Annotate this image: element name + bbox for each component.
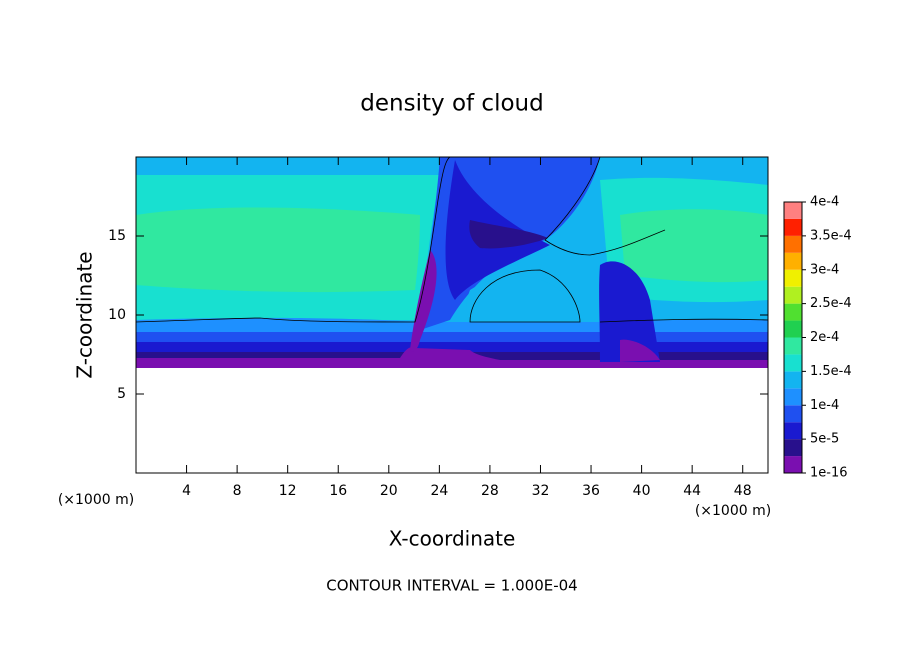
- x-tick-label: 48: [734, 483, 752, 499]
- colorbar-tick-label: 2.5e-4: [810, 296, 852, 311]
- contour-field: [136, 157, 768, 473]
- x-tick-label: 8: [233, 483, 242, 499]
- colorbar-tick-label: 3.5e-4: [810, 228, 852, 243]
- x-tick-label: 28: [481, 483, 499, 499]
- y-unit: (×1000 m): [58, 492, 134, 508]
- contour-line: [469, 269, 581, 323]
- colorbar-band: [784, 269, 802, 287]
- contour-line: [136, 157, 451, 323]
- colorbar-band: [784, 202, 802, 219]
- contour-line: [599, 318, 768, 323]
- colorbar-band: [784, 439, 802, 457]
- contour-band: [136, 347, 768, 368]
- x-tick-label: 40: [633, 483, 651, 499]
- contour-band: [599, 261, 660, 362]
- colorbar-tick-label: 1.5e-4: [810, 364, 852, 379]
- colorbar-band: [784, 388, 802, 406]
- colorbar-band: [784, 303, 802, 321]
- colorbar-band: [784, 218, 802, 236]
- contour-band: [466, 276, 580, 322]
- colorbar-tick-label: 1e-16: [810, 466, 848, 481]
- colorbar-band: [784, 456, 802, 473]
- colorbar-band: [784, 286, 802, 304]
- footer: CONTOUR INTERVAL = 1.000E-04: [326, 577, 577, 595]
- colorbar-band: [784, 337, 802, 355]
- y-axis-label: Z-coordinate: [73, 251, 97, 378]
- x-tick-label: 44: [683, 483, 701, 499]
- colorbar-tick-label: 1e-4: [810, 398, 839, 413]
- x-tick-label: 36: [582, 483, 600, 499]
- y-tick-label: 15: [108, 228, 126, 244]
- colorbar-band: [784, 405, 802, 423]
- x-tick-label: 16: [329, 483, 347, 499]
- colorbar-tick-label: 4e-4: [810, 195, 839, 210]
- x-axis-label: X-coordinate: [389, 527, 516, 551]
- colorbar-tick-label: 3e-4: [810, 262, 839, 277]
- x-tick-label: 32: [532, 483, 550, 499]
- contour-band: [136, 207, 420, 293]
- colorbar-band: [784, 320, 802, 338]
- y-tick-label: 5: [117, 386, 126, 402]
- x-tick-label: 12: [279, 483, 297, 499]
- x-tick-label: 20: [380, 483, 398, 499]
- contour-band: [620, 339, 660, 362]
- colorbar-tick-label: 2e-4: [810, 330, 839, 345]
- colorbar-band: [784, 371, 802, 389]
- contour-band: [469, 220, 548, 249]
- contour-band: [410, 250, 437, 352]
- colorbar-band: [784, 252, 802, 270]
- x-unit: (×1000 m): [695, 503, 771, 519]
- contour-band: [620, 209, 768, 283]
- colorbar-band: [784, 422, 802, 440]
- colorbar-tick-label: 5e-5: [810, 432, 839, 447]
- contour-line: [544, 157, 666, 256]
- chart-title: density of cloud: [360, 91, 543, 117]
- x-tick-label: 4: [182, 483, 191, 499]
- colorbar-band: [784, 354, 802, 372]
- contour-band: [136, 368, 768, 473]
- colorbar-band: [784, 235, 802, 253]
- x-tick-label: 24: [430, 483, 448, 499]
- y-tick-label: 10: [108, 307, 126, 323]
